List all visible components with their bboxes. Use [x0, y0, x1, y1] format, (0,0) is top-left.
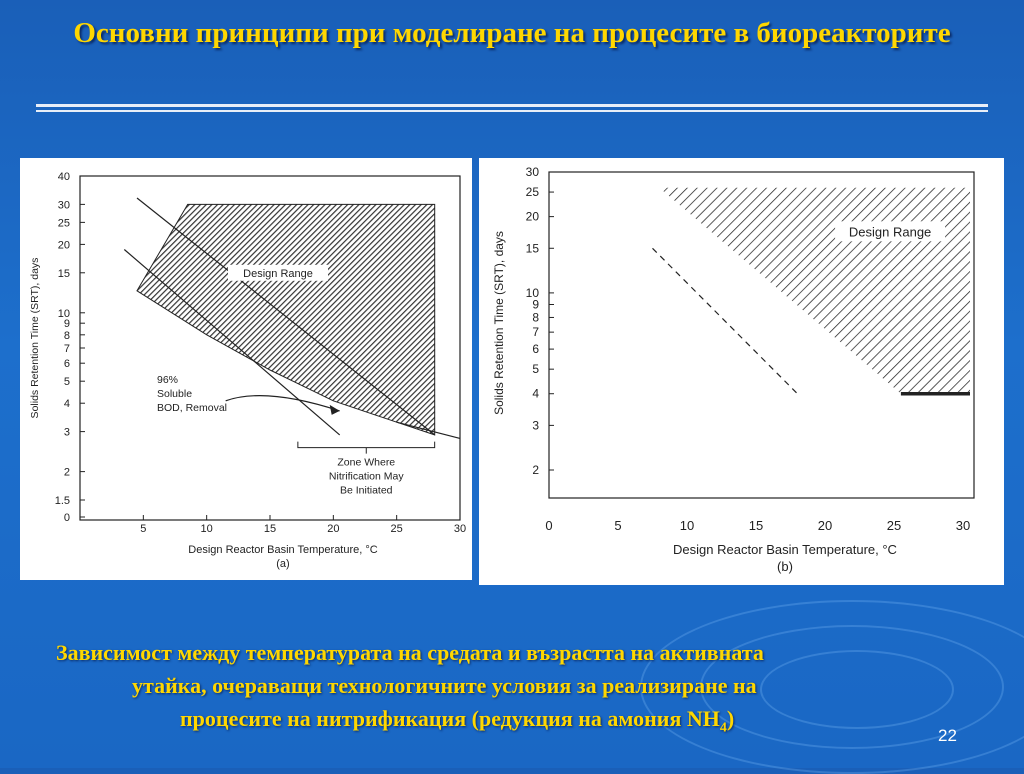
chart-a: Solids Retention Time (SRT), days Design… [29, 171, 466, 570]
y-tick-label: 9 [64, 318, 70, 330]
series-line-2 [123, 249, 341, 436]
caption-line-3-end: ) [726, 706, 735, 731]
y-tick-label: 1.5 [55, 495, 70, 507]
title-rule [36, 110, 988, 112]
x-tick-label: 25 [887, 518, 901, 533]
panel-label: (a) [276, 558, 289, 570]
zone-annotation-line2: Nitrification May [329, 471, 404, 483]
series-line-1 [652, 247, 798, 395]
slide-title: Основни принципи при моделиране на проце… [73, 17, 951, 49]
y-tick-label: 10 [58, 308, 70, 320]
chart-panel-a: Solids Retention Time (SRT), days Design… [20, 158, 472, 580]
panel-label: (b) [777, 559, 793, 574]
x-tick-label: 5 [140, 523, 146, 535]
x-tick-label: 20 [818, 518, 832, 533]
y-tick-label: 6 [64, 358, 70, 370]
y-tick-label: 3 [532, 418, 539, 432]
y-axis-label: Solids Retention Time (SRT), days [492, 231, 506, 415]
zone-bracket [297, 441, 436, 454]
bod-annotation-line1: 96% [157, 374, 178, 386]
series-line-1 [136, 197, 436, 436]
y-tick-label: 2 [64, 467, 70, 479]
bod-annotation-line2: Soluble [157, 388, 192, 400]
series-line-3 [396, 421, 461, 439]
x-tick-label: 15 [749, 518, 763, 533]
x-tick-label: 0 [545, 518, 552, 533]
y-tick-label: 15 [526, 241, 540, 255]
y-tick-label: 5 [532, 362, 539, 376]
slide-caption: Зависимост между температурата на средат… [56, 636, 986, 744]
title-rule [36, 104, 988, 107]
y-tick-label: 4 [64, 398, 70, 410]
design-range-region [659, 187, 970, 394]
y-tick-label: 7 [532, 325, 539, 339]
caption-line-3: процесите на нитрификация (редукция на а… [56, 702, 986, 744]
plot-frame [548, 171, 975, 499]
caption-line-2: утайка, очераващи технологичните условия… [132, 673, 757, 698]
y-axis-label: Solids Retention Time (SRT), days [29, 258, 41, 419]
y-tick-label: 8 [64, 330, 70, 342]
y-tick-label: 0 [64, 512, 70, 524]
x-tick-label: 25 [391, 523, 403, 535]
bod-annotation-line3: BOD, Removal [157, 402, 227, 414]
bod-arrow [225, 395, 340, 412]
x-tick-label: 10 [680, 518, 694, 533]
y-tick-label: 8 [532, 310, 539, 324]
x-axis-label: Design Reactor Basin Temperature, °C [673, 542, 897, 557]
x-tick-label: 15 [264, 523, 276, 535]
page-number: 22 [938, 726, 957, 745]
y-tick-label: 10 [526, 286, 540, 300]
bod-arrow-head [329, 404, 340, 415]
chart-b: Solids Retention Time (SRT), days Design… [492, 165, 975, 574]
y-tick-label: 6 [532, 342, 539, 356]
y-tick-label: 40 [58, 171, 70, 183]
x-tick-label: 30 [956, 518, 970, 533]
y-tick-label: 5 [64, 376, 70, 388]
y-tick-label: 7 [64, 343, 70, 355]
y-tick-label: 20 [526, 210, 540, 224]
caption-line-1: Зависимост между температурата на средат… [56, 640, 764, 665]
y-tick-label: 2 [532, 463, 539, 477]
x-tick-label: 20 [327, 523, 339, 535]
caption-subscript: 4 [719, 720, 727, 736]
x-tick-label: 30 [454, 523, 466, 535]
y-tick-label: 30 [58, 199, 70, 211]
x-tick-label: 5 [614, 518, 621, 533]
design-range-label-bg [228, 264, 328, 281]
caption-line-3-main: процесите на нитрификация (редукция на а… [180, 706, 720, 731]
design-range-label-bg [835, 221, 946, 242]
y-tick-label: 25 [526, 185, 540, 199]
design-range-region [136, 203, 436, 436]
y-tick-label: 4 [532, 387, 539, 401]
background-swirl [760, 650, 954, 729]
x-tick-label: 10 [201, 523, 213, 535]
y-tick-label: 3 [64, 427, 70, 439]
y-tick-label: 30 [526, 165, 540, 179]
y-tick-label: 20 [58, 239, 70, 251]
background-swirl [700, 625, 1004, 749]
y-tick-label: 9 [532, 297, 539, 311]
y-tick-label: 25 [58, 217, 70, 229]
zone-annotation-line3: Be Initiated [340, 485, 393, 497]
y-tick-label: 15 [58, 268, 70, 280]
design-range-label: Design Range [849, 224, 931, 239]
x-axis-label: Design Reactor Basin Temperature, °C [188, 544, 378, 556]
design-range-label: Design Range [243, 268, 313, 280]
chart-panel-b: Solids Retention Time (SRT), days Design… [479, 158, 1004, 585]
zone-annotation-line1: Zone Where [337, 457, 395, 469]
